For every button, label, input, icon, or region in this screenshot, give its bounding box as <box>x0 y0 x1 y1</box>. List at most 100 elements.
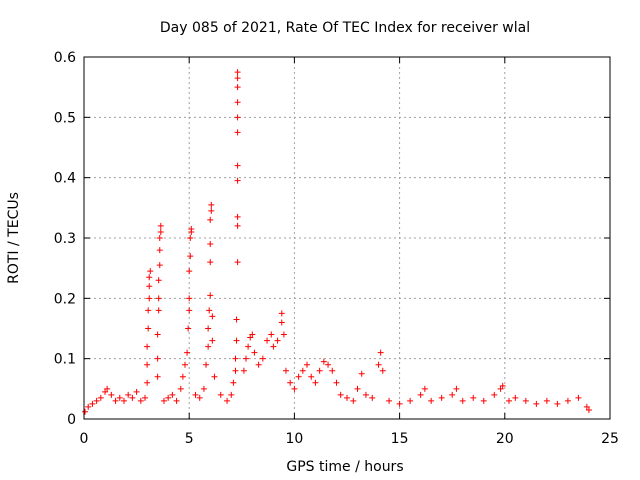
data-point <box>396 400 403 407</box>
data-point <box>173 397 180 404</box>
x-tick-label: 15 <box>391 431 409 447</box>
data-point <box>125 391 132 398</box>
y-tick-label: 0.2 <box>54 291 76 307</box>
data-point <box>564 397 571 404</box>
y-tick-label: 0.6 <box>54 50 76 66</box>
tick-labels: 0 0.1 0.2 0.3 0.4 0.5 0.6 0 5 10 15 20 25 <box>54 50 619 447</box>
data-point <box>145 307 152 314</box>
data-point <box>512 394 519 401</box>
data-point <box>233 316 240 323</box>
data-point <box>234 213 241 220</box>
data-point <box>97 394 104 401</box>
data-point <box>184 349 191 356</box>
data-point <box>278 319 285 326</box>
data-point <box>205 343 212 350</box>
data-point <box>234 177 241 184</box>
data-point <box>417 391 424 398</box>
data-point <box>211 373 218 380</box>
data-point <box>155 277 162 284</box>
data-point <box>438 394 445 401</box>
data-point <box>245 343 252 350</box>
data-point <box>144 343 151 350</box>
data-point <box>144 379 151 386</box>
data-point <box>155 295 162 302</box>
data-point <box>358 370 365 377</box>
data-point <box>146 283 153 290</box>
data-point <box>506 397 513 404</box>
data-point <box>207 259 214 266</box>
data-point <box>499 382 506 389</box>
data-point <box>203 361 210 368</box>
data-point <box>375 361 382 368</box>
data-point <box>453 385 460 392</box>
data-point <box>186 295 193 302</box>
data-point <box>344 394 350 401</box>
data-point <box>192 391 199 398</box>
data-point <box>585 406 592 413</box>
data-point <box>350 397 357 404</box>
data-point <box>187 235 194 241</box>
data-point <box>308 373 315 380</box>
data-point <box>379 367 386 374</box>
data-point <box>533 400 540 407</box>
data-point <box>160 397 167 404</box>
data-point <box>320 358 327 365</box>
data-point <box>196 394 203 401</box>
y-tick-label: 0.1 <box>54 352 76 368</box>
data-point <box>186 268 193 275</box>
data-point <box>312 379 319 386</box>
data-point <box>208 207 215 214</box>
data-point <box>268 331 275 338</box>
data-point <box>165 394 172 401</box>
data-point <box>205 325 212 332</box>
data-point <box>407 397 414 404</box>
data-point <box>337 391 344 398</box>
x-tick-label: 0 <box>80 431 89 447</box>
data-point <box>177 385 184 392</box>
data-point <box>428 397 435 404</box>
data-point <box>157 228 164 235</box>
data-point <box>291 385 298 392</box>
data-point <box>362 391 369 398</box>
data-point <box>156 235 163 241</box>
data-point <box>234 129 241 136</box>
data-point <box>133 388 140 395</box>
chart-title: Day 085 of 2021, Rate Of TEC Index for r… <box>160 20 530 36</box>
y-tick-label: 0.4 <box>54 171 76 187</box>
data-point <box>179 373 186 380</box>
x-tick-label: 25 <box>601 431 619 447</box>
data-point <box>274 337 281 344</box>
data-point <box>234 75 241 82</box>
data-point <box>575 394 582 401</box>
data-point <box>102 388 109 395</box>
data-point <box>157 222 164 229</box>
data-points <box>82 69 592 415</box>
data-point <box>154 373 161 380</box>
data-point <box>234 84 241 91</box>
data-point <box>287 379 294 386</box>
data-point <box>240 367 247 374</box>
data-point <box>280 331 287 338</box>
data-point <box>233 337 240 344</box>
data-point <box>82 408 89 415</box>
data-point <box>207 241 214 248</box>
data-point <box>137 397 144 404</box>
data-point <box>333 379 340 386</box>
data-point <box>181 361 188 368</box>
data-point <box>264 337 271 344</box>
data-point <box>232 367 239 374</box>
data-point <box>259 355 266 362</box>
data-point <box>146 274 153 281</box>
data-point <box>497 385 504 392</box>
data-point <box>217 391 224 398</box>
x-tick-label: 20 <box>496 431 514 447</box>
data-point <box>154 331 161 338</box>
data-point <box>480 397 487 404</box>
data-point <box>316 367 323 374</box>
x-tick-label: 10 <box>285 431 303 447</box>
data-point <box>142 394 149 401</box>
data-point <box>325 361 332 368</box>
y-tick-label: 0.3 <box>54 231 76 247</box>
